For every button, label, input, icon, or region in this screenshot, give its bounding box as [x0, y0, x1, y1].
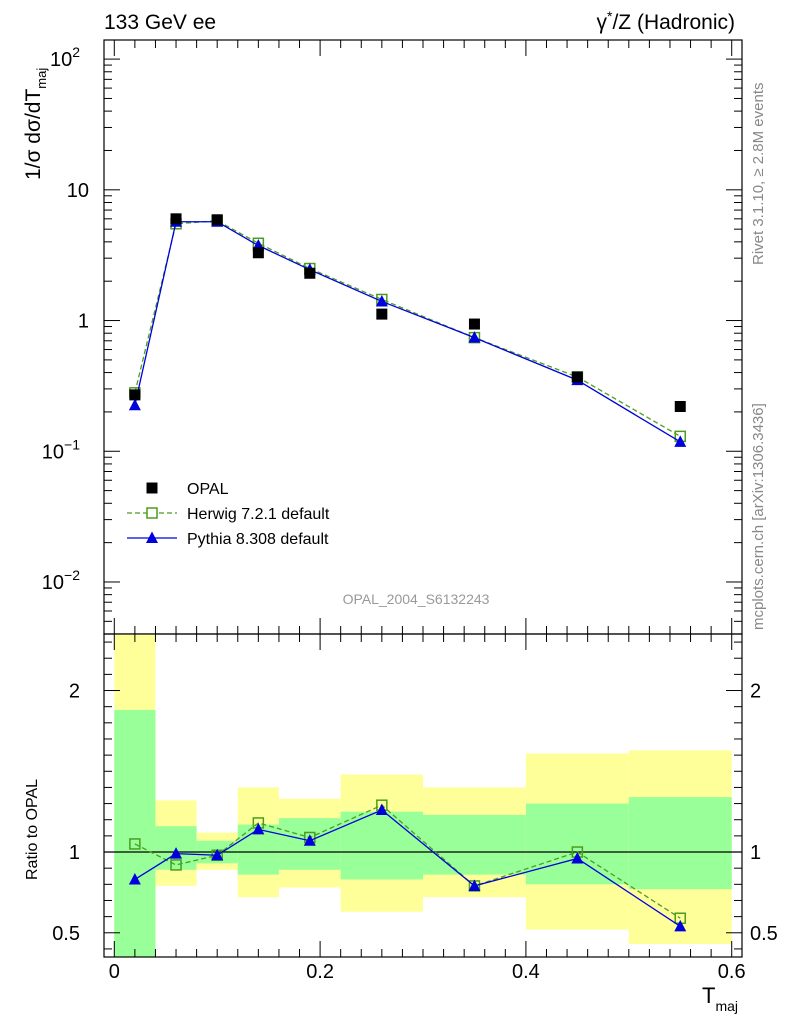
y-tick-label: 102 [50, 44, 80, 71]
pythia-point-ratio [170, 847, 183, 859]
x-tick-label: 0.4 [512, 961, 540, 983]
ratio-y-tick-label-right: 2 [750, 681, 761, 703]
series-herwig-main [129, 214, 687, 443]
opal-point-main [211, 214, 223, 226]
opal-point-main [129, 389, 141, 401]
mcplots-label: mcplots.cern.ch [arXiv:1306.3436] [750, 403, 767, 630]
opal-point-main [304, 267, 316, 279]
x-axis-title: Tmaj [702, 983, 738, 1014]
pythia-point-ratio [571, 851, 584, 864]
main-panel: 10−2 10−1 1 10 102 [42, 39, 743, 635]
pythia-point-ratio [252, 822, 265, 835]
band-inner-7 [525, 803, 629, 885]
pythia-point-ratio [303, 834, 316, 846]
uncertainty-bands [114, 634, 732, 957]
y-tick-label: 1 [78, 311, 89, 333]
y-tick-label: 10 [67, 180, 89, 202]
pythia-point-main [468, 331, 481, 343]
ratio-panel: 0 0.2 0.4 0.60.5 0.51 12 2 [52, 40, 778, 983]
main-y-ticks: 10−2 10−1 1 10 102 [42, 44, 742, 635]
pythia-point-ratio [468, 879, 481, 891]
ratio-y-tick-label-right: 0.5 [750, 923, 778, 945]
ratio-y-tick-label-right: 1 [750, 842, 761, 864]
x-tick-label: 0 [109, 961, 120, 983]
legend-marker-pythia [146, 531, 158, 543]
series-pythia-main [128, 215, 687, 447]
legend-marker-herwig [146, 507, 158, 519]
pythia-point-ratio [674, 919, 687, 932]
pythia-point-ratio [128, 872, 141, 885]
opal-point-main [674, 401, 686, 412]
opal-point-main [571, 371, 583, 383]
header-left: 133 GeV ee [104, 11, 216, 34]
series-opal-main [129, 213, 686, 412]
opal-point-main [376, 308, 388, 320]
herwig-point-ratio [170, 859, 182, 871]
legend: OPAL Herwig 7.2.1 default Pythia 8.308 d… [127, 481, 330, 548]
band-inner-0 [114, 709, 156, 957]
band-inner-6 [423, 814, 526, 875]
opal-point-main [170, 213, 182, 225]
pythia-point-main [674, 435, 687, 447]
legend-label-opal: OPAL [187, 481, 229, 498]
pythia-point-main [128, 398, 141, 411]
pythia-line-main [134, 221, 681, 443]
x-ticks: 0 0.2 0.4 0.6 [109, 40, 746, 983]
legend-label-pythia: Pythia 8.308 default [187, 531, 329, 548]
analysis-watermark: OPAL_2004_S6132243 [343, 591, 490, 607]
opal-point-main [468, 318, 480, 330]
y-tick-label: 10−2 [42, 567, 80, 594]
opal-point-main [252, 247, 264, 259]
legend-marker-opal [146, 482, 158, 494]
pythia-point-main [375, 294, 388, 307]
ratio-y-tick-label: 2 [69, 681, 80, 703]
header-right: γ*/Z (Hadronic) [597, 8, 735, 34]
band-inner-5 [340, 811, 423, 880]
herwig-line-main [134, 220, 681, 437]
x-tick-label: 0.2 [306, 961, 334, 983]
y-axis-title-main: 1/σ dσ/dTmaj [22, 68, 49, 180]
legend-label-herwig: Herwig 7.2.1 default [187, 506, 330, 523]
herwig-point-ratio [129, 838, 141, 850]
ratio-y-ticks: 0.5 0.5 1 1 2 2 [52, 641, 778, 950]
band-inner-8 [628, 797, 732, 890]
x-tick-label: 0.6 [718, 961, 746, 983]
y-axis-title-ratio: Ratio to OPAL [24, 779, 41, 880]
rivet-label: Rivet 3.1.10, ≥ 2.8M events [750, 83, 767, 266]
ratio-y-tick-label: 1 [69, 842, 80, 864]
y-tick-label: 10−1 [42, 436, 80, 463]
ratio-y-tick-label: 0.5 [52, 923, 80, 945]
series-pythia-ratio [128, 803, 687, 932]
pythia-point-ratio [375, 803, 388, 816]
pythia-point-ratio [211, 848, 224, 861]
